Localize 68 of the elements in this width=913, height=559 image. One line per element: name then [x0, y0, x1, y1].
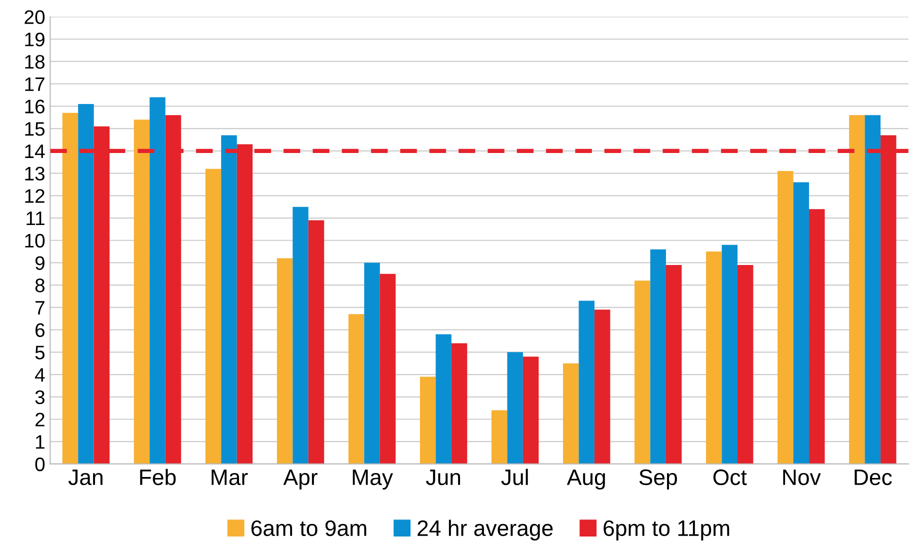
y-tick-label: 11 — [26, 212, 44, 226]
bar — [778, 171, 794, 464]
y-tick-label: 7 — [36, 301, 44, 314]
y-tick-label: 20 — [24, 10, 45, 24]
y-tick-label: 15 — [25, 122, 45, 136]
y-tick-label: 5 — [35, 346, 45, 360]
x-tick-label: Feb — [140, 468, 176, 486]
bar — [420, 376, 436, 464]
bar — [722, 244, 738, 464]
bar — [491, 410, 508, 464]
bar — [849, 115, 865, 464]
bar — [451, 343, 468, 464]
bar — [308, 220, 324, 464]
y-tick-label: 19 — [25, 32, 44, 46]
bar — [62, 112, 78, 464]
bar — [634, 280, 650, 464]
bar — [380, 274, 396, 464]
x-tick-label: Jul — [501, 468, 528, 486]
y-tick-label: 3 — [35, 390, 44, 404]
x-tick-label: Dec — [854, 470, 892, 486]
bar — [348, 314, 364, 464]
x-tick-label: May — [352, 470, 393, 490]
bar — [793, 182, 810, 464]
y-tick-label: 8 — [35, 278, 45, 292]
x-tick-label: Aug — [566, 470, 605, 490]
bar — [134, 120, 150, 464]
bar — [292, 206, 308, 464]
y-tick-label: 18 — [25, 54, 45, 69]
bar — [650, 249, 666, 464]
bar — [436, 334, 452, 464]
y-tick-label: 1 — [36, 435, 44, 449]
y-tick-label: 6 — [36, 323, 44, 338]
y-tick-label: 0 — [35, 457, 45, 472]
x-tick-label: Nov — [783, 470, 821, 486]
y-tick-label: 2 — [36, 412, 44, 426]
bar — [594, 310, 610, 464]
bar — [563, 363, 579, 464]
y-tick-label: 17 — [25, 78, 44, 91]
x-tick-label: Jan — [68, 470, 102, 486]
bar — [364, 262, 380, 464]
bar — [864, 115, 881, 464]
y-tick-label: 14 — [25, 144, 45, 158]
y-tick-label: 16 — [25, 100, 44, 114]
bar — [738, 264, 754, 464]
bar — [78, 104, 94, 464]
bar — [150, 97, 166, 464]
legend-label: 6pm to 11pm — [604, 520, 730, 540]
x-tick-label: Sep — [639, 469, 677, 490]
legend-label: 24 hr average — [418, 520, 553, 540]
bar — [205, 168, 222, 464]
bar — [221, 135, 237, 464]
y-tick-label: 13 — [25, 166, 44, 181]
x-tick-label: Jun — [426, 470, 460, 486]
bar — [507, 352, 523, 464]
bar — [666, 264, 682, 464]
bar — [809, 209, 825, 464]
bar — [276, 258, 293, 464]
bar — [706, 252, 722, 464]
y-tick-label: 10 — [25, 234, 45, 248]
y-tick-label: 12 — [25, 189, 44, 203]
x-tick-label: Apr — [283, 470, 318, 490]
x-tick-label: Oct — [713, 469, 747, 486]
x-tick-label: Mar — [212, 470, 248, 486]
y-tick-label: 4 — [34, 368, 45, 382]
legend-label: 6am to 9am — [251, 520, 366, 536]
bar — [522, 356, 539, 464]
bar — [578, 300, 594, 464]
y-tick-label: 9 — [35, 256, 44, 270]
